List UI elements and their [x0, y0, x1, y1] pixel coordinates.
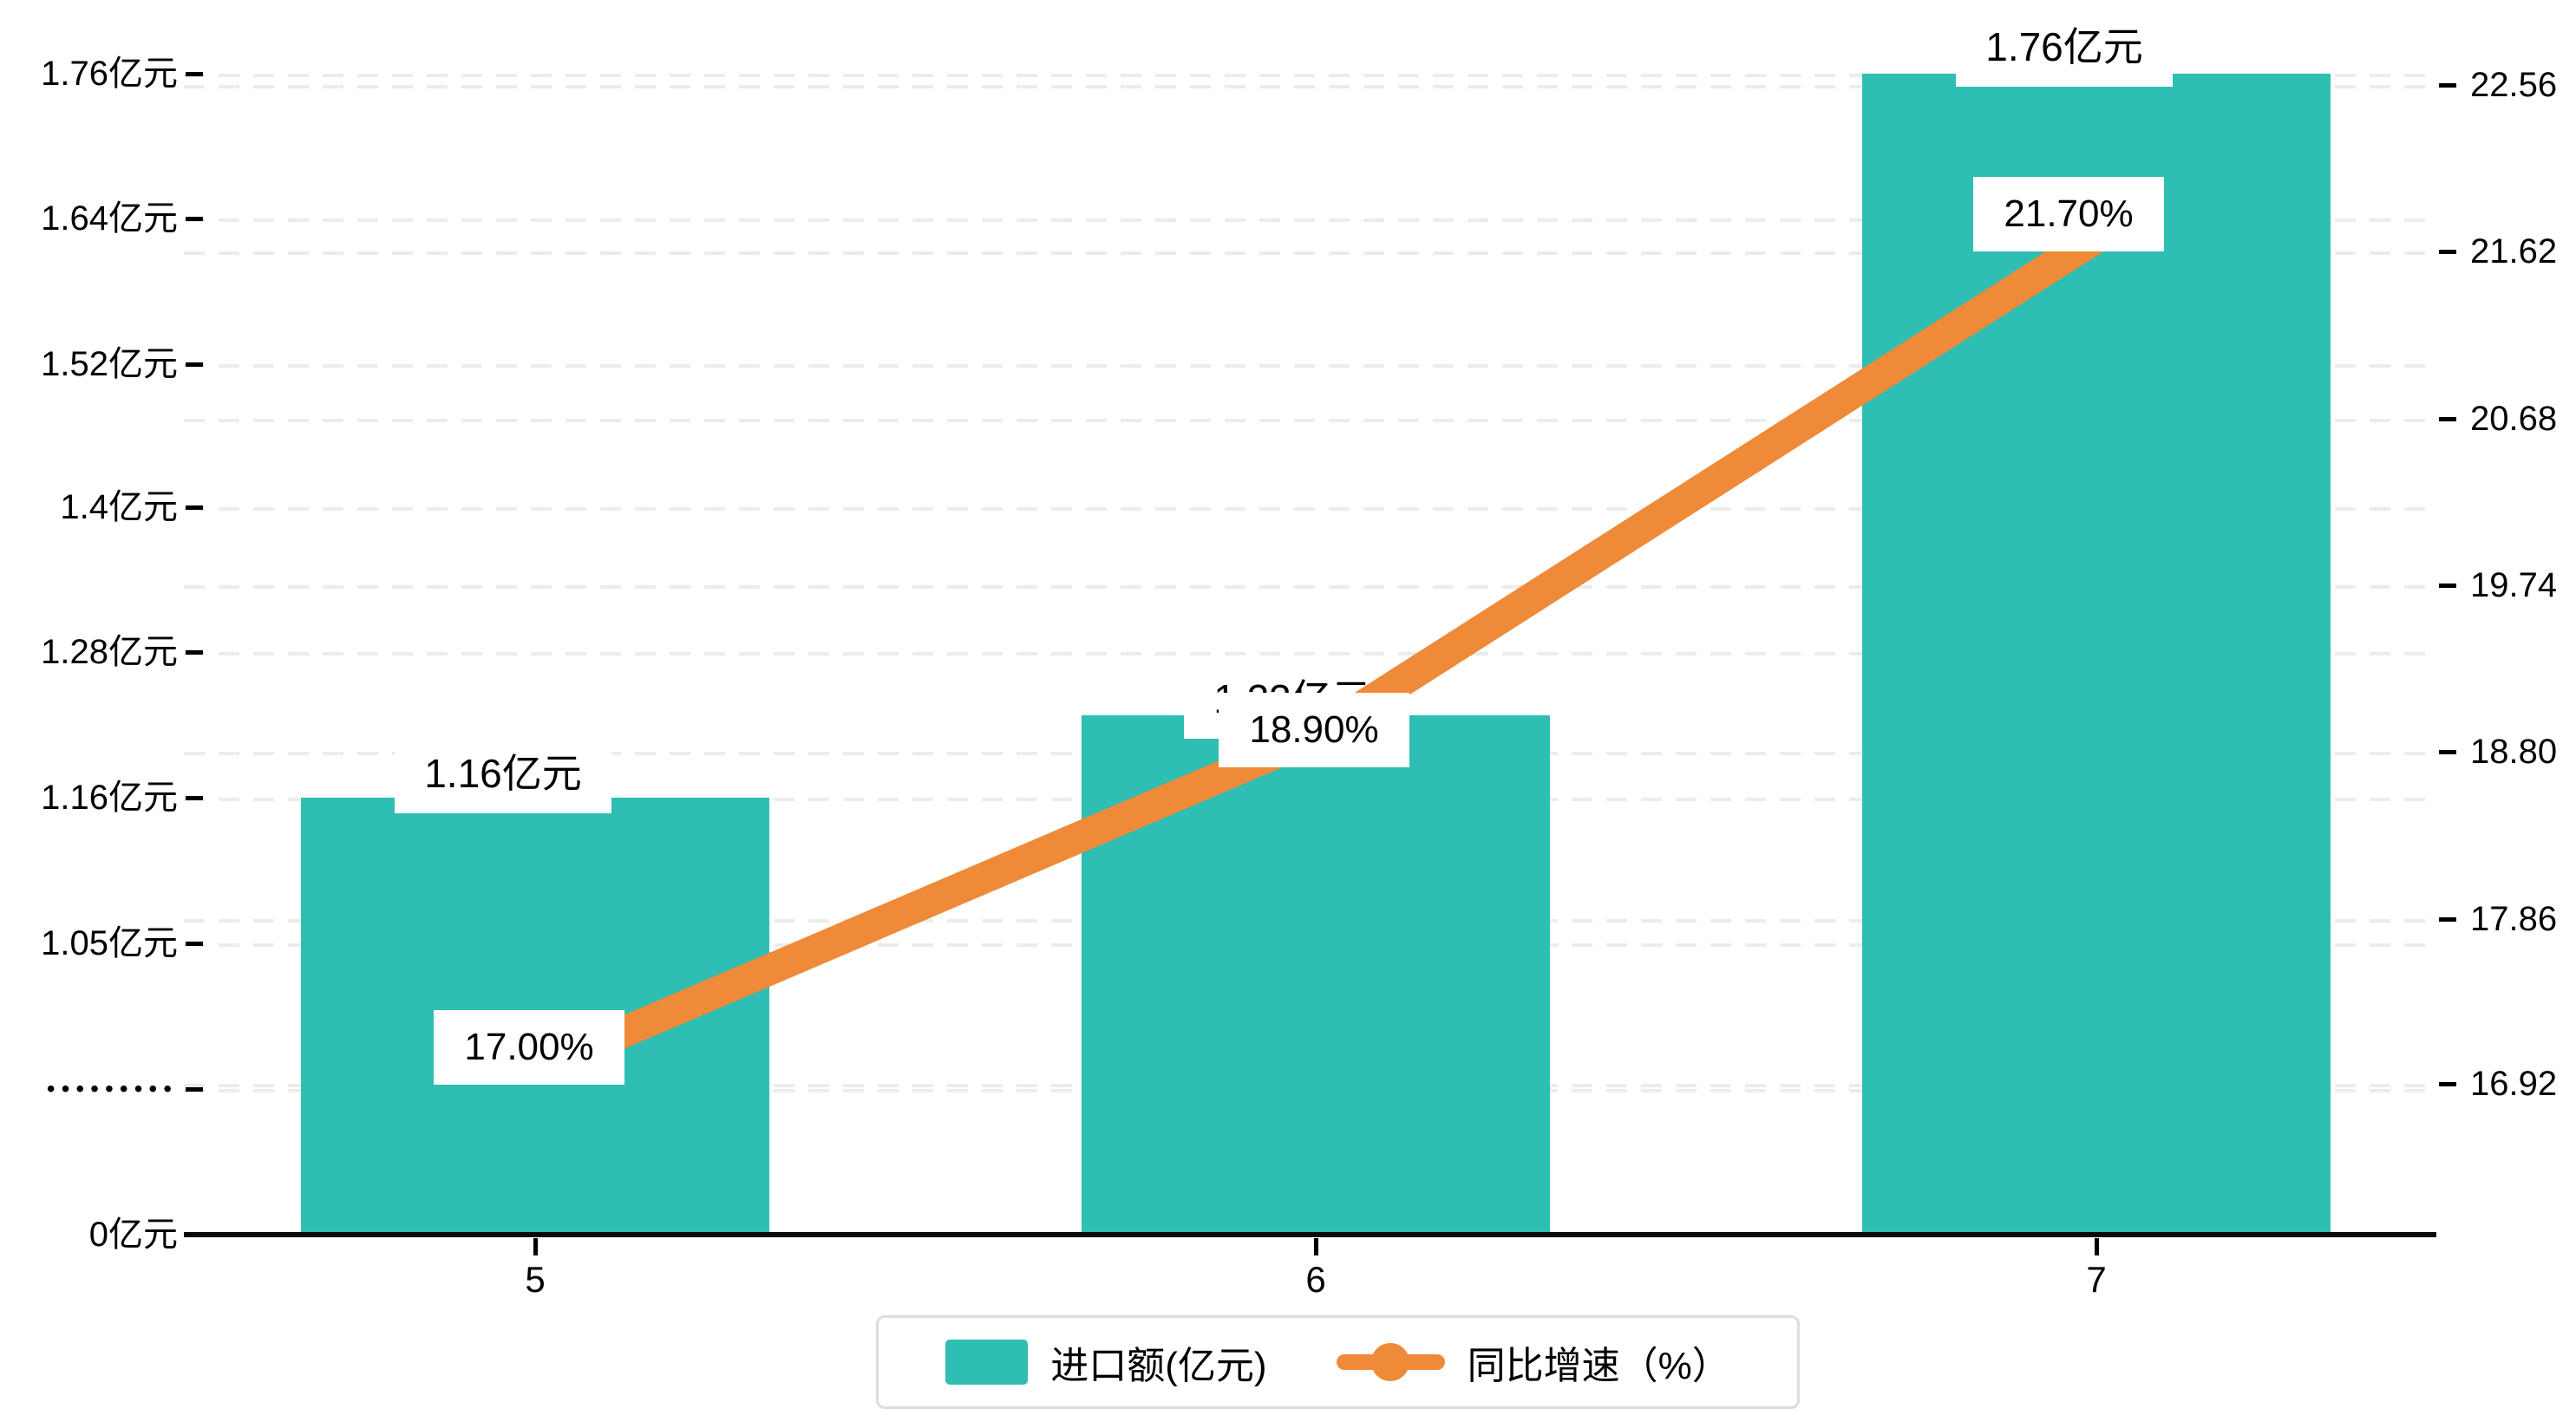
x-axis-line [184, 1232, 2436, 1237]
left-axis-label: 1.64亿元 [41, 199, 178, 238]
left-axis-label: 1.4亿元 [60, 488, 178, 526]
right-axis-tick [2439, 83, 2456, 88]
left-axis-label: 1.16亿元 [41, 779, 178, 817]
left-axis-tick [186, 72, 203, 76]
x-axis-tick [533, 1238, 538, 1255]
right-axis-tick [2439, 250, 2456, 254]
right-axis-tick [2439, 917, 2456, 922]
right-axis-label: 17.86 [2470, 900, 2558, 938]
right-axis-label: 18.80 [2470, 733, 2558, 771]
left-axis-tick [186, 942, 203, 946]
x-axis-tick [2095, 1238, 2099, 1255]
right-axis-label: 22.56 [2470, 66, 2558, 104]
legend-label: 进口额(亿元) [1050, 1345, 1267, 1387]
line-value-label-month7: 21.70% [1973, 177, 2164, 251]
x-axis-label-month5: 5 [525, 1259, 546, 1300]
line-value-label-month6: 18.90% [1219, 693, 1409, 767]
left-axis-label: 1.52亿元 [41, 345, 178, 383]
right-axis-label: 20.68 [2470, 400, 2558, 438]
x-axis-label-month6: 6 [1305, 1259, 1326, 1300]
left-axis-tick [186, 217, 203, 221]
left-axis-label: 1.76亿元 [41, 55, 178, 93]
bar-import-value-month6[interactable] [1082, 715, 1550, 1235]
right-axis-tick [2439, 750, 2456, 754]
bar-value-label-month7: 1.76亿元 [1956, 7, 2173, 87]
legend-item-import-value[interactable]: 进口额(亿元) [945, 1334, 1267, 1390]
legend: 进口额(亿元) 同比增速（%） [876, 1315, 1800, 1409]
right-axis-tick [2439, 1082, 2456, 1086]
left-axis-tick [186, 650, 203, 655]
right-axis-tick [2439, 417, 2456, 421]
left-axis-break-label: ••••••••• [46, 1075, 178, 1102]
x-axis-tick [1314, 1238, 1318, 1255]
legend-item-growth-rate[interactable]: 同比增速（%） [1336, 1334, 1730, 1390]
gridline-right [184, 85, 2436, 88]
bar-value-label-month5: 1.16亿元 [395, 734, 611, 813]
gridline-left [184, 218, 2436, 222]
left-axis-tick [186, 362, 203, 367]
left-axis-label: 1.05亿元 [41, 924, 178, 962]
line-value-label-month5: 17.00% [434, 1010, 624, 1085]
left-axis-tick [186, 505, 203, 510]
gridline-left [184, 74, 2436, 77]
legend-label: 同比增速（%） [1467, 1345, 1730, 1387]
x-axis-label-month7: 7 [2086, 1259, 2107, 1300]
left-axis-tick [186, 1087, 203, 1092]
right-axis-tick [2439, 584, 2456, 588]
bar-series-swatch [945, 1340, 1029, 1385]
line-series-marker [1336, 1343, 1445, 1381]
right-axis-label: 16.92 [2470, 1065, 2558, 1103]
right-axis-label: 21.62 [2470, 232, 2558, 271]
right-axis-label: 19.74 [2470, 566, 2558, 604]
left-axis-label: 1.28亿元 [41, 633, 178, 671]
left-axis-label: 0亿元 [88, 1216, 178, 1254]
left-axis-tick [186, 796, 203, 800]
line-marker-dot [1370, 1343, 1409, 1381]
